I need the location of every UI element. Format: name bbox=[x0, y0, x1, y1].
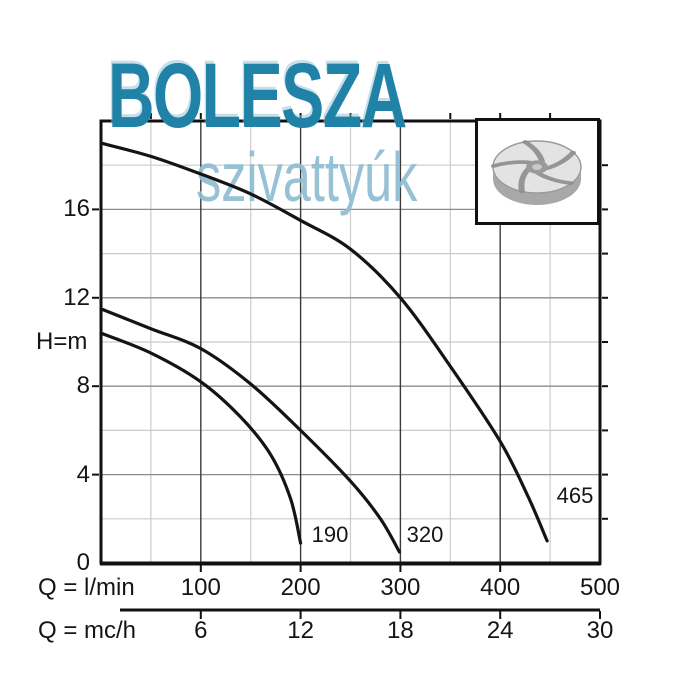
curve-label-465: 465 bbox=[556, 483, 594, 508]
x-axis-primary-label: Q = l/min bbox=[38, 574, 135, 601]
curve-label-320: 320 bbox=[406, 522, 444, 547]
y-tick-label: 4 bbox=[76, 460, 90, 488]
y-tick-label: 12 bbox=[63, 283, 90, 311]
curve-label-190: 190 bbox=[311, 522, 349, 547]
x-axis-secondary-label: Q = mc/h bbox=[38, 617, 137, 644]
impeller-logo-box bbox=[475, 118, 600, 225]
impeller-icon bbox=[490, 140, 582, 205]
y-tick-label: 8 bbox=[76, 372, 90, 400]
x-tick-label-mch: 18 bbox=[387, 617, 414, 644]
x-tick-label-mch: 12 bbox=[287, 617, 314, 644]
x-tick-label-mch: 24 bbox=[486, 617, 514, 644]
x-tick-label-lmin: 100 bbox=[180, 574, 221, 601]
x-tick-label-mch: 6 bbox=[194, 617, 208, 644]
brand-tagline: szivattyúk bbox=[196, 138, 418, 216]
x-tick-label-lmin: 500 bbox=[579, 574, 621, 601]
y-tick-label: 16 bbox=[63, 195, 90, 223]
x-tick-label-lmin: 400 bbox=[480, 574, 521, 601]
brand-title: BOLESZA bbox=[108, 45, 407, 147]
x-tick-label-lmin: 200 bbox=[280, 574, 321, 601]
x-tick-label-lmin: 300 bbox=[380, 574, 421, 601]
x-tick-label-mch: 30 bbox=[586, 617, 614, 644]
y-tick-label: 0 bbox=[76, 549, 90, 576]
y-axis-label: H=m bbox=[36, 328, 88, 355]
